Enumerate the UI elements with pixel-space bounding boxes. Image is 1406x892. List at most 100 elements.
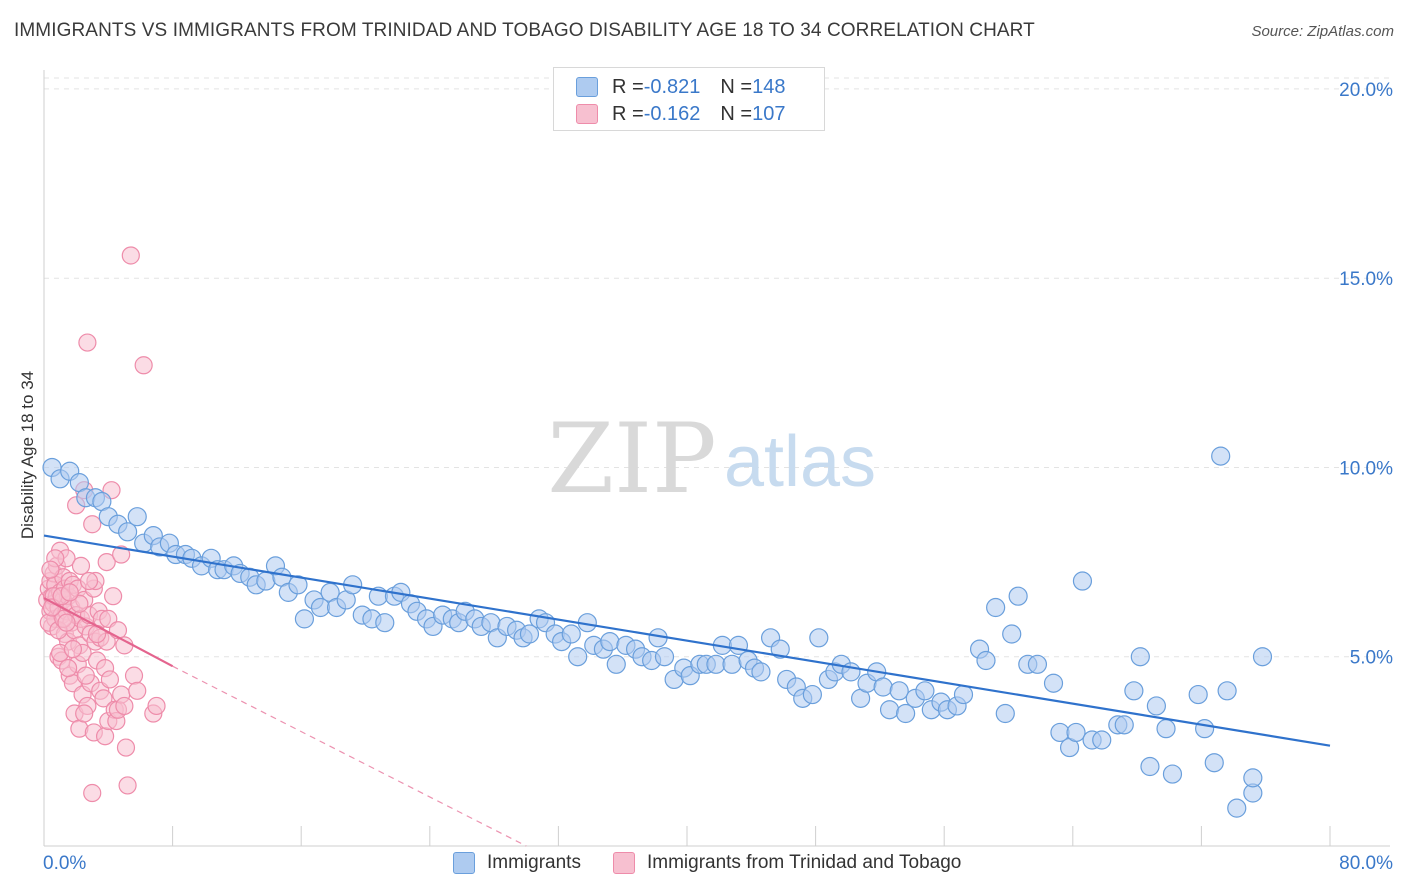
data-point-immigrants	[1002, 624, 1022, 644]
data-point-immigrants	[770, 639, 790, 659]
n-value: 148	[752, 75, 786, 98]
chart-title: IMMIGRANTS VS IMMIGRANTS FROM TRINIDAD A…	[14, 20, 1035, 41]
r-value: -0.821	[643, 75, 701, 98]
data-point-immigrants	[1252, 647, 1273, 667]
x-tick-label: 0.0%	[43, 853, 86, 874]
data-point-immigrants	[953, 684, 974, 705]
data-point-trinidad	[78, 333, 97, 352]
data-point-trinidad	[83, 515, 102, 534]
r-label: R =	[612, 75, 644, 98]
data-point-immigrants	[1188, 684, 1208, 705]
data-point-trinidad	[71, 556, 91, 575]
data-point-immigrants	[722, 654, 742, 674]
axes	[43, 70, 1390, 847]
data-point-trinidad	[100, 670, 120, 689]
data-point-trinidad	[116, 738, 136, 757]
trend-line-immigrants	[43, 534, 1331, 747]
legend-swatch-immigrants	[453, 852, 475, 874]
data-point-trinidad	[97, 552, 116, 572]
series-immigrants-points	[42, 446, 1273, 818]
y-tick-label: 10.0%	[1339, 458, 1393, 479]
data-point-trinidad	[83, 783, 102, 803]
y-tick-label: 5.0%	[1350, 648, 1393, 669]
legend-item-immigrants[interactable]: Immigrants	[453, 852, 581, 874]
data-point-immigrants	[288, 575, 308, 595]
legend-label-trinidad: Immigrants from Trinidad and Tobago	[646, 852, 962, 873]
series-legend: Immigrants Immigrants from Trinidad and …	[453, 852, 993, 874]
stats-row-immigrants: R = -0.821 N = 148	[576, 75, 785, 99]
data-point-immigrants	[751, 662, 771, 682]
data-point-immigrants	[1195, 719, 1215, 739]
y-tick-label: 20.0%	[1339, 80, 1393, 101]
legend-item-trinidad[interactable]: Immigrants from Trinidad and Tobago	[612, 852, 962, 874]
data-point-trinidad	[87, 624, 107, 644]
data-point-immigrants	[1130, 647, 1150, 667]
n-label: N =	[720, 75, 753, 98]
data-point-immigrants	[1227, 798, 1247, 818]
data-point-immigrants	[915, 681, 935, 701]
data-point-trinidad	[121, 246, 140, 265]
data-point-immigrants	[706, 654, 726, 674]
data-point-trinidad	[76, 666, 95, 685]
swatch-immigrants	[576, 77, 598, 97]
data-point-trinidad	[128, 681, 147, 700]
tick-labels: 5.0% 10.0% 15.0% 20.0% 0.0% 80.0%	[43, 80, 1393, 874]
data-point-immigrants	[1204, 753, 1224, 773]
data-point-immigrants	[1092, 730, 1112, 750]
data-point-immigrants	[889, 681, 909, 701]
watermark-atlas: atlas	[724, 422, 876, 502]
stats-legend: R = -0.821 N = 148 R = -0.162 N = 107	[553, 67, 825, 131]
legend-swatch-trinidad	[612, 852, 635, 874]
trend-line-trinidad-extension	[172, 665, 527, 847]
data-point-immigrants	[561, 624, 581, 644]
data-point-immigrants	[519, 624, 540, 644]
data-point-immigrants	[1027, 654, 1048, 674]
data-point-immigrants	[1211, 446, 1231, 466]
data-point-immigrants	[809, 628, 829, 648]
n-value: 107	[752, 102, 786, 125]
data-point-trinidad	[118, 776, 137, 795]
data-point-immigrants	[654, 647, 675, 667]
data-point-immigrants	[600, 631, 620, 652]
trend-lines	[43, 534, 1331, 847]
data-point-immigrants	[986, 597, 1006, 618]
data-point-immigrants	[1140, 756, 1160, 777]
data-point-immigrants	[1114, 715, 1134, 735]
data-point-trinidad	[115, 696, 134, 716]
data-point-immigrants	[879, 700, 900, 720]
data-point-immigrants	[375, 613, 395, 633]
r-value: -0.162	[643, 102, 701, 125]
r-label: R =	[612, 102, 644, 125]
data-point-immigrants	[1156, 719, 1176, 739]
data-point-immigrants	[995, 703, 1015, 724]
data-point-immigrants	[1124, 681, 1144, 701]
data-point-immigrants	[117, 522, 138, 542]
data-point-trinidad	[134, 356, 153, 375]
n-label: N =	[720, 102, 753, 125]
source-label: Source: ZipAtlas.com	[1251, 23, 1394, 40]
data-point-trinidad	[57, 613, 76, 632]
data-point-immigrants	[568, 647, 588, 667]
data-point-trinidad	[104, 587, 123, 606]
data-point-immigrants	[1072, 571, 1093, 591]
data-point-immigrants	[1217, 681, 1237, 701]
data-point-trinidad	[59, 658, 78, 678]
data-point-trinidad	[112, 545, 131, 564]
stats-row-trinidad: R = -0.162 N = 107	[576, 102, 785, 126]
watermark-zip: ZIP	[547, 403, 716, 515]
data-point-immigrants	[1243, 768, 1263, 788]
data-point-immigrants	[1066, 722, 1086, 743]
x-tick-label: 80.0%	[1339, 853, 1393, 874]
data-point-immigrants	[606, 654, 626, 674]
data-point-immigrants	[1008, 586, 1028, 606]
data-point-trinidad	[60, 583, 79, 602]
data-point-trinidad	[63, 640, 83, 659]
data-point-immigrants	[1146, 696, 1166, 716]
y-axis-label: Disability Age 18 to 34	[18, 370, 37, 540]
trend-line-trinidad	[43, 597, 174, 668]
data-point-trinidad	[95, 727, 115, 746]
data-point-immigrants	[802, 684, 822, 705]
data-point-immigrants	[896, 703, 916, 724]
data-point-trinidad	[79, 571, 99, 591]
